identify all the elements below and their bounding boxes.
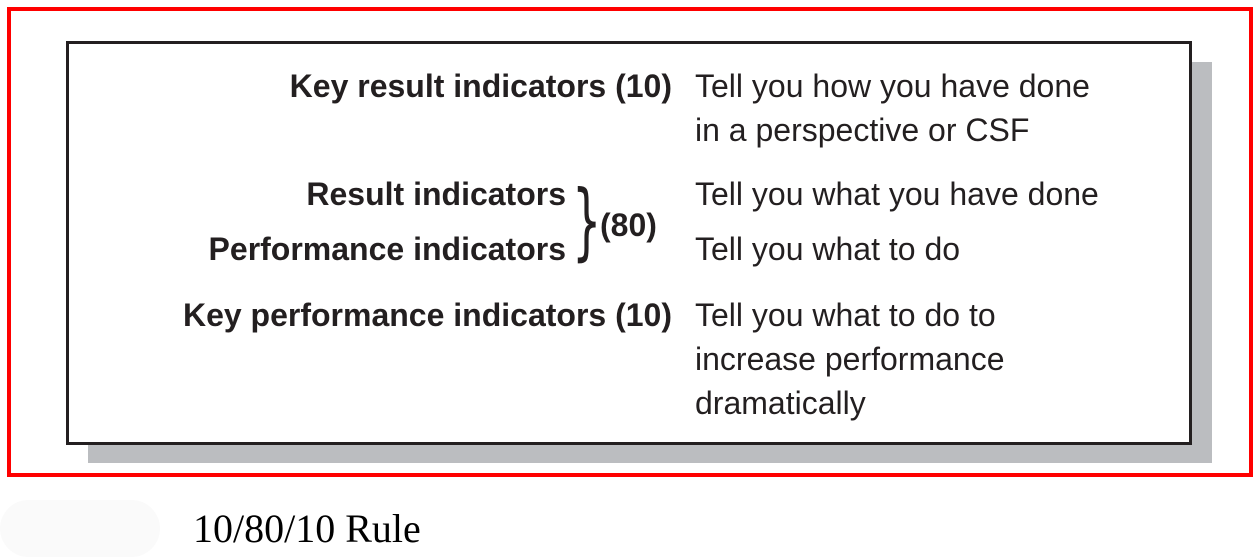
curly-brace-icon: } <box>572 172 602 270</box>
kri-description-line-2: in a perspective or CSF <box>695 112 1030 148</box>
kpi-label: Key performance indicators (10) <box>182 297 672 333</box>
figure-caption: 10/80/10 Rule <box>193 506 421 551</box>
kpi-description-line-2: increase performance <box>695 341 1005 377</box>
group-count: (80) <box>600 207 657 243</box>
kpi-description-line-1: Tell you what to do to <box>695 297 996 333</box>
ri-description: Tell you what you have done <box>695 176 1099 212</box>
indicator-table-box <box>66 41 1192 445</box>
kri-label: Key result indicators (10) <box>289 68 672 104</box>
kri-description-line-1: Tell you how you have done <box>695 68 1090 104</box>
faint-smudge <box>0 500 160 557</box>
highlight-frame <box>7 7 1253 477</box>
pi-label: Performance indicators <box>208 231 566 267</box>
kpi-description-line-3: dramatically <box>695 385 866 421</box>
pi-description: Tell you what to do <box>695 231 961 267</box>
ri-label: Result indicators <box>306 176 566 212</box>
